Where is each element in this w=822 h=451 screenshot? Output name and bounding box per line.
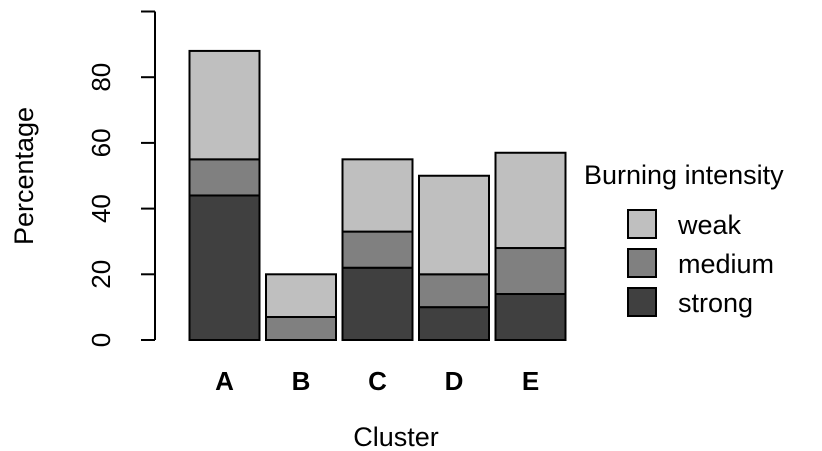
bar-A-strong bbox=[188, 194, 261, 341]
legend-label-weak: weak bbox=[677, 210, 742, 240]
bar-E-weak bbox=[494, 151, 567, 250]
y-tick-label: 0 bbox=[86, 333, 116, 347]
x-tick-label-E: E bbox=[522, 366, 539, 396]
legend-label-strong: strong bbox=[678, 288, 753, 318]
bar-B-weak bbox=[265, 273, 337, 319]
x-axis-title: Cluster bbox=[353, 422, 439, 451]
bar-C-strong bbox=[341, 266, 414, 342]
y-axis: 0 20 40 60 80 bbox=[86, 10, 156, 347]
bar-A-weak bbox=[188, 49, 261, 161]
y-tick-label: 20 bbox=[86, 260, 116, 289]
bars bbox=[188, 49, 567, 342]
bar-E-medium bbox=[494, 247, 567, 296]
x-tick-label-D: D bbox=[445, 366, 464, 396]
legend-swatch-weak bbox=[627, 209, 657, 239]
y-tick-label: 80 bbox=[86, 63, 116, 92]
bar-C-weak bbox=[341, 158, 414, 233]
legend-title: Burning intensity bbox=[584, 160, 784, 190]
bar-D-strong bbox=[418, 306, 490, 341]
bar-B-medium bbox=[265, 316, 337, 342]
legend: Burning intensity weak medium strong bbox=[584, 160, 784, 318]
y-tick-label: 60 bbox=[86, 128, 116, 157]
legend-label-medium: medium bbox=[678, 249, 774, 279]
x-axis-category-labels: A B C D E bbox=[215, 366, 539, 396]
x-tick-label-B: B bbox=[292, 366, 311, 396]
y-axis-title: Percentage bbox=[9, 107, 39, 245]
bar-A-medium bbox=[188, 158, 261, 197]
legend-swatch-strong bbox=[627, 287, 657, 317]
x-tick-label-C: C bbox=[368, 366, 387, 396]
bar-D-medium bbox=[418, 273, 490, 309]
y-tick-label: 40 bbox=[86, 194, 116, 223]
legend-swatch-medium bbox=[627, 248, 657, 278]
bar-E-strong bbox=[494, 293, 567, 342]
x-tick-label-A: A bbox=[215, 366, 234, 396]
bar-D-weak bbox=[418, 174, 490, 276]
bar-C-medium bbox=[341, 230, 414, 269]
